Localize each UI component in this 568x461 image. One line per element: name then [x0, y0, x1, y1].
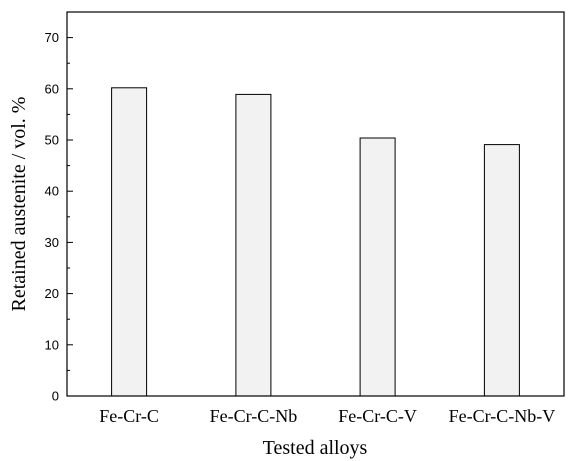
- y-tick-label: 20: [45, 286, 59, 301]
- bar-fe-cr-c: [111, 87, 148, 397]
- y-tick-label: 10: [45, 337, 59, 352]
- y-axis-ticks: 0 10 20 30 40 50 60 70: [45, 30, 73, 404]
- bar-fe-cr-c-nb: [235, 93, 272, 397]
- y-tick-label: 50: [45, 133, 59, 148]
- bar-fe-cr-c-v: [359, 137, 396, 397]
- bar-fe-cr-c-nb-v: [483, 144, 520, 397]
- y-tick-label: 30: [45, 235, 59, 250]
- x-tick-label: Fe-Cr-C-V: [338, 406, 417, 426]
- y-axis-title: Retained austenite / vol. %: [8, 97, 30, 312]
- y-tick-label: 70: [45, 30, 59, 45]
- x-axis-title: Tested alloys: [263, 437, 368, 459]
- y-tick-label: 60: [45, 81, 59, 96]
- x-tick-label: Fe-Cr-C: [99, 406, 159, 426]
- y-tick-label: 40: [45, 184, 59, 199]
- bars-group: [111, 87, 520, 397]
- x-tick-label: Fe-Cr-C-Nb: [210, 406, 298, 426]
- x-axis-ticks: Fe-Cr-C Fe-Cr-C-Nb Fe-Cr-C-V Fe-Cr-C-Nb-V: [99, 406, 555, 426]
- plot-frame: [66, 11, 565, 397]
- x-tick-label: Fe-Cr-C-Nb-V: [449, 406, 556, 426]
- y-tick-label: 0: [52, 389, 59, 404]
